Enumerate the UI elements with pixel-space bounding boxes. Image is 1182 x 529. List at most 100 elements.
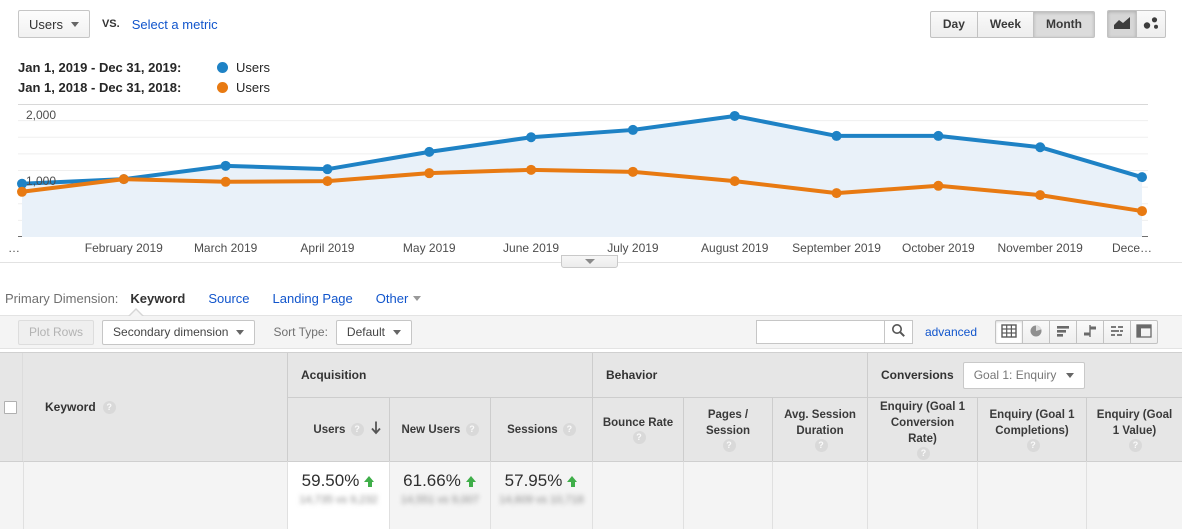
view-table-button[interactable]: [995, 320, 1023, 344]
x-axis-tick-label: April 2019: [300, 241, 355, 255]
series-dot-2019-icon: [217, 61, 228, 73]
chart-collapse-tab[interactable]: [561, 255, 618, 268]
help-icon[interactable]: ?: [562, 422, 576, 436]
data-point[interactable]: [118, 174, 129, 185]
help-icon[interactable]: ?: [814, 439, 828, 452]
view-performance-button[interactable]: [1049, 320, 1077, 344]
sessions-comparison-values: 14,609 vs 10,718: [499, 494, 584, 506]
users-header-label: Users: [313, 423, 346, 436]
pages-session-header-label: Pages / Session: [705, 409, 751, 437]
series-dot-2018-icon: [217, 81, 228, 93]
selected-dimension-notch: [130, 310, 142, 316]
search-input[interactable]: [755, 320, 884, 344]
new-users-header-label: New Users: [401, 423, 461, 436]
column-header-new-users[interactable]: New Users ?: [389, 398, 490, 461]
data-point[interactable]: [526, 164, 537, 175]
data-point[interactable]: [627, 166, 638, 177]
sort-descending-icon[interactable]: [370, 420, 382, 439]
dimension-landing-page[interactable]: Landing Page: [272, 290, 353, 306]
x-axis-tick-label: May 2019: [402, 241, 456, 255]
data-point[interactable]: [831, 188, 842, 199]
data-point[interactable]: [322, 164, 333, 175]
chevron-down-icon: [236, 329, 245, 335]
help-icon[interactable]: ?: [632, 431, 646, 444]
data-point[interactable]: [322, 176, 333, 187]
view-percentage-button[interactable]: [1022, 320, 1050, 344]
dimension-other[interactable]: Other: [376, 291, 422, 306]
sort-type-label: Sort Type:: [273, 325, 328, 339]
data-point[interactable]: [1035, 142, 1046, 153]
plot-rows-button[interactable]: Plot Rows: [18, 319, 95, 345]
sessions-total-cell: 57.95% 14,609 vs 10,718: [490, 461, 592, 529]
data-point[interactable]: [933, 130, 944, 141]
help-icon[interactable]: ?: [465, 422, 479, 436]
timeline-chart[interactable]: 1,000 2,000: [17, 104, 1148, 237]
dimension-keyword[interactable]: Keyword: [130, 290, 186, 306]
data-point[interactable]: [1137, 206, 1147, 217]
data-point[interactable]: [1137, 172, 1147, 183]
month-button[interactable]: Month: [1033, 10, 1095, 38]
view-comparison-button[interactable]: [1076, 320, 1104, 344]
help-icon[interactable]: ?: [350, 422, 364, 436]
secondary-dimension-dropdown[interactable]: Secondary dimension: [102, 319, 256, 345]
column-header-keyword[interactable]: Keyword ?: [23, 353, 287, 461]
data-point[interactable]: [424, 146, 435, 157]
primary-dimension-bar: Primary Dimension: Keyword Source Landin…: [0, 284, 1182, 312]
table-view-icon: [1001, 323, 1017, 341]
data-point[interactable]: [17, 186, 27, 197]
data-point[interactable]: [627, 124, 638, 135]
column-header-goal-conversion-rate[interactable]: Enquiry (Goal 1 Conversion Rate) ?: [867, 398, 977, 461]
select-metric-link[interactable]: Select a metric: [131, 16, 218, 32]
select-all-checkbox[interactable]: [4, 401, 17, 414]
help-icon[interactable]: ?: [102, 400, 116, 414]
x-axis-tick-label: …: [8, 241, 20, 255]
goal-value-header-label: Enquiry (Goal 1 Value): [1096, 409, 1173, 437]
y-axis-tick-label: 1,000: [26, 173, 57, 188]
view-term-cloud-button[interactable]: [1103, 320, 1131, 344]
column-header-users[interactable]: Users ?: [287, 398, 389, 461]
motion-chart-button[interactable]: [1136, 10, 1166, 38]
group-header-behavior: Behavior: [592, 353, 867, 398]
data-point[interactable]: [729, 110, 740, 121]
week-button[interactable]: Week: [976, 10, 1035, 38]
line-chart-button[interactable]: [1107, 10, 1137, 38]
data-point[interactable]: [220, 160, 231, 171]
data-point[interactable]: [831, 130, 842, 141]
chart-canvas: [17, 104, 1148, 237]
sort-type-dropdown[interactable]: Default: [335, 319, 412, 345]
data-point[interactable]: [933, 180, 944, 191]
column-header-avg-session-duration[interactable]: Avg. Session Duration ?: [772, 398, 867, 461]
column-header-sessions[interactable]: Sessions ?: [490, 398, 592, 461]
search-icon: [891, 323, 906, 341]
data-point[interactable]: [220, 176, 231, 187]
data-point[interactable]: [424, 168, 435, 179]
x-axis-tick-label: October 2019: [902, 241, 975, 255]
column-header-goal-completions[interactable]: Enquiry (Goal 1 Completions) ?: [977, 398, 1086, 461]
help-icon[interactable]: ?: [1129, 439, 1142, 452]
view-pivot-button[interactable]: [1130, 320, 1158, 344]
data-point[interactable]: [526, 132, 537, 143]
dimension-source[interactable]: Source: [208, 290, 250, 306]
motion-chart-icon: [1142, 16, 1160, 33]
x-axis-tick-label: November 2019: [997, 241, 1083, 255]
help-icon[interactable]: ?: [1026, 439, 1040, 452]
column-header-goal-value[interactable]: Enquiry (Goal 1 Value) ?: [1086, 398, 1182, 461]
sort-type-value: Default: [346, 325, 385, 339]
data-point[interactable]: [729, 176, 740, 187]
help-icon[interactable]: ?: [917, 447, 930, 460]
column-header-pages-session[interactable]: Pages / Session ?: [683, 398, 772, 461]
metric-dropdown-value: Users: [29, 16, 63, 32]
chart-legend: Jan 1, 2019 - Dec 31, 2019: Users Jan 1,…: [18, 57, 270, 97]
help-icon[interactable]: ?: [722, 439, 736, 452]
advanced-search-link[interactable]: advanced: [924, 325, 977, 339]
goal-selector-dropdown[interactable]: Goal 1: Enquiry: [962, 361, 1086, 389]
goal-conversion-rate-total-cell: [867, 461, 977, 529]
search-button[interactable]: [883, 320, 913, 344]
day-button[interactable]: Day: [929, 10, 978, 38]
data-point[interactable]: [17, 178, 27, 189]
new-users-percent-change: 61.66%: [403, 471, 461, 490]
data-point[interactable]: [1035, 190, 1046, 201]
column-header-bounce-rate[interactable]: Bounce Rate ?: [592, 398, 683, 461]
metric-dropdown[interactable]: Users: [18, 10, 90, 38]
row-keyword-cell: [23, 461, 287, 529]
